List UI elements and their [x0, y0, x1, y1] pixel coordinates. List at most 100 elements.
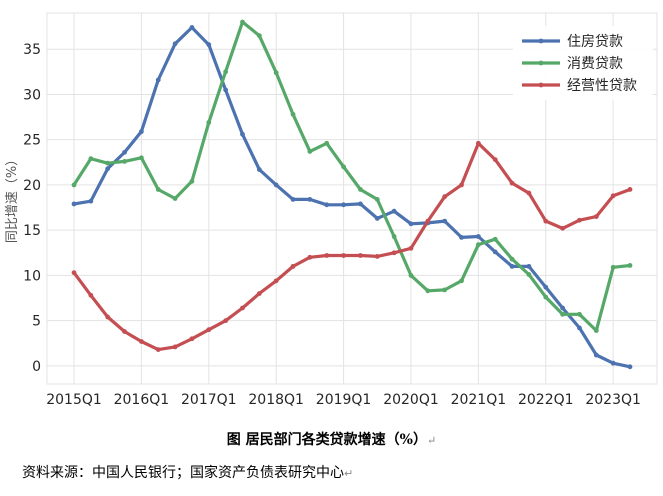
- data-point: [509, 180, 515, 186]
- data-point: [256, 167, 262, 172]
- data-point: [256, 291, 262, 296]
- series-line: [72, 25, 632, 369]
- data-point: [155, 347, 161, 353]
- x-tick-label: 2020Q1: [383, 392, 439, 408]
- legend-label: 经营性贷款: [567, 78, 637, 94]
- data-point: [138, 339, 144, 344]
- data-point: [408, 221, 414, 227]
- series-3: [71, 140, 633, 353]
- data-point: [358, 187, 363, 192]
- data-point: [459, 182, 464, 188]
- data-point: [341, 202, 346, 208]
- data-point: [593, 214, 599, 219]
- series-line: [72, 20, 632, 333]
- data-point: [122, 159, 127, 164]
- data-point: [307, 197, 313, 202]
- data-point: [442, 287, 448, 293]
- data-point: [273, 182, 279, 188]
- data-point: [71, 270, 77, 276]
- data-point: [610, 360, 616, 366]
- data-point: [374, 197, 380, 202]
- data-point: [240, 131, 245, 137]
- data-point: [543, 218, 549, 224]
- data-point: [459, 235, 464, 240]
- data-point: [627, 187, 633, 192]
- data-point: [240, 19, 245, 25]
- legend-marker: [538, 82, 544, 88]
- y-tick-label: 25: [23, 133, 41, 149]
- data-point: [543, 294, 549, 300]
- data-point: [71, 201, 77, 207]
- data-point: [290, 263, 296, 269]
- data-point: [189, 178, 195, 184]
- data-point: [223, 87, 229, 93]
- data-point: [593, 352, 599, 358]
- series-layer: [71, 19, 633, 370]
- data-point: [560, 305, 566, 311]
- data-point: [526, 263, 532, 269]
- data-point: [324, 140, 330, 146]
- data-point: [273, 70, 279, 76]
- source-text: 资料来源：中国人民银行；国家资产负债表研究中心: [22, 465, 344, 481]
- data-point: [206, 327, 212, 333]
- caption-return-mark: ↵: [426, 434, 437, 447]
- data-point: [122, 329, 127, 334]
- y-tick-label: 5: [32, 314, 41, 330]
- x-tick-label: 2015Q1: [46, 392, 102, 408]
- legend-label: 消费贷款: [567, 56, 623, 72]
- y-tick-label: 30: [23, 87, 41, 103]
- data-point: [577, 217, 582, 223]
- legend-marker: [538, 38, 544, 44]
- data-point: [475, 234, 481, 239]
- data-point: [324, 202, 330, 208]
- data-point: [391, 234, 397, 239]
- legend-box: [513, 26, 653, 100]
- data-point: [627, 364, 633, 370]
- data-point: [206, 42, 212, 48]
- data-point: [138, 155, 144, 161]
- x-tick-label: 2023Q1: [585, 392, 641, 408]
- y-tick-label: 15: [23, 223, 41, 239]
- data-point: [425, 218, 431, 224]
- data-point: [172, 196, 178, 201]
- data-point: [627, 263, 633, 268]
- data-point: [577, 325, 582, 331]
- data-point: [88, 292, 94, 298]
- data-point: [526, 190, 532, 196]
- data-point: [560, 225, 566, 231]
- data-point: [341, 164, 346, 170]
- y-tick-label: 0: [32, 359, 41, 375]
- data-point: [526, 272, 532, 277]
- data-point: [341, 253, 346, 258]
- data-point: [560, 311, 566, 317]
- line-chart: 0 5 10 15 20 25 30 35 2015Q1 2016Q1 2017Q1 2018Q1 20…: [5, 12, 658, 408]
- data-point: [442, 194, 448, 200]
- data-point: [442, 218, 448, 224]
- data-point: [610, 264, 616, 270]
- data-point: [172, 344, 178, 350]
- data-point: [509, 263, 515, 269]
- plot-frame: [46, 12, 658, 385]
- data-point: [105, 160, 111, 166]
- data-point: [543, 284, 549, 290]
- x-tick-label: 2018Q1: [248, 392, 304, 408]
- data-point: [172, 41, 178, 47]
- data-point: [105, 166, 111, 172]
- x-tick-label: 2017Q1: [181, 392, 237, 408]
- data-point: [206, 120, 212, 125]
- y-axis-label: 同比增速（%）: [5, 153, 20, 243]
- x-tick-label: 2016Q1: [114, 392, 170, 408]
- figure-caption: 图 居民部门各类贷款增速（%）↵: [0, 429, 663, 449]
- data-point: [391, 250, 397, 256]
- data-point: [509, 256, 515, 262]
- source-note: 资料来源：中国人民银行；国家资产负债表研究中心↵: [22, 462, 353, 482]
- source-return-mark: ↵: [344, 467, 354, 480]
- data-point: [223, 69, 229, 75]
- data-point: [593, 328, 599, 334]
- y-tick-label: 10: [23, 268, 41, 284]
- data-point: [240, 305, 245, 311]
- data-point: [88, 198, 94, 204]
- data-point: [189, 336, 195, 342]
- data-point: [138, 129, 144, 134]
- data-point: [374, 254, 380, 259]
